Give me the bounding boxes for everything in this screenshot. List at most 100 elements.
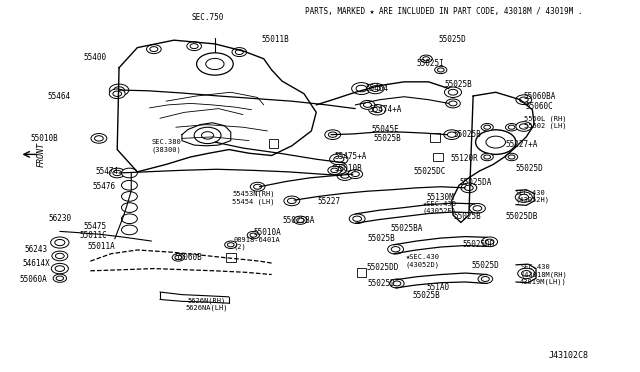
Text: 55011A: 55011A [87,242,115,251]
Text: 55045E: 55045E [371,125,399,134]
Circle shape [194,127,221,144]
Circle shape [122,192,138,201]
Text: 56230: 56230 [49,214,72,223]
Circle shape [476,130,516,154]
Text: 55060C: 55060C [525,102,553,110]
Circle shape [122,225,138,235]
Circle shape [388,244,404,254]
Circle shape [114,87,124,93]
Bar [269,139,278,148]
Circle shape [109,168,125,178]
Text: 55025D: 55025D [438,35,466,44]
Circle shape [367,83,384,94]
Text: 55453N(RH)
55454 (LH): 55453N(RH) 55454 (LH) [232,191,275,205]
Text: 55476: 55476 [93,182,116,191]
Circle shape [445,99,460,108]
Text: 55011C: 55011C [79,231,107,240]
Text: 55130M: 55130M [426,193,454,202]
Text: ★SEC.430
(43052E): ★SEC.430 (43052E) [422,201,456,214]
Circle shape [520,124,528,129]
Circle shape [522,270,531,276]
Circle shape [351,83,371,94]
Text: 55475+A: 55475+A [335,153,367,161]
Text: 55025B: 55025B [453,130,481,139]
Text: 55464: 55464 [365,84,388,93]
Text: 55025BA: 55025BA [283,216,316,225]
Text: 55120R: 55120R [451,154,478,163]
Text: 56243: 56243 [24,246,47,254]
Text: 55025DA: 55025DA [459,178,492,187]
Circle shape [349,214,365,224]
Circle shape [250,182,265,191]
Text: SEC.750: SEC.750 [191,13,224,22]
Circle shape [481,124,493,131]
Circle shape [435,66,447,74]
Text: 55227+A: 55227+A [506,140,538,149]
Circle shape [331,164,347,174]
Circle shape [109,84,129,96]
Circle shape [482,237,497,247]
Circle shape [508,125,515,129]
Text: 55025DD: 55025DD [463,240,495,249]
Bar [433,153,444,161]
Circle shape [122,168,138,178]
Circle shape [172,254,184,261]
Circle shape [351,171,359,177]
Text: 55011B: 55011B [261,35,289,44]
Circle shape [448,89,458,95]
Circle shape [508,155,515,159]
Circle shape [423,57,429,61]
Circle shape [122,180,138,190]
Circle shape [465,185,473,190]
Text: 55060BA: 55060BA [524,92,556,101]
Circle shape [51,263,68,274]
Text: 55464: 55464 [47,92,70,101]
Circle shape [55,240,65,246]
Text: 55025B: 55025B [412,291,440,300]
Text: SEC.380
(38300): SEC.380 (38300) [151,139,181,153]
Circle shape [247,231,259,239]
Circle shape [481,276,490,282]
Circle shape [520,97,528,102]
Circle shape [250,233,257,237]
Circle shape [328,132,337,137]
Circle shape [353,216,362,221]
Text: 55025BA: 55025BA [390,224,423,233]
Text: 54614X: 54614X [22,259,50,268]
Text: 55025D: 55025D [367,279,396,288]
Circle shape [122,214,138,224]
Circle shape [449,101,457,106]
Circle shape [484,125,490,129]
Text: 55025I: 55025I [417,60,444,68]
Text: 55025DC: 55025DC [414,167,446,176]
Circle shape [53,274,67,282]
Text: 55025B: 55025B [444,80,472,89]
Bar [430,133,440,142]
Text: 5626N(RH)
5626NA(LH): 5626N(RH) 5626NA(LH) [185,297,228,311]
Circle shape [287,198,296,203]
Text: 55025DB: 55025DB [506,212,538,221]
Text: 55060B: 55060B [174,253,202,262]
Text: J43102C8: J43102C8 [548,351,588,360]
Circle shape [335,167,343,172]
Circle shape [447,132,456,137]
Circle shape [348,170,363,179]
Circle shape [461,183,477,193]
Text: 55010B: 55010B [335,164,362,173]
Circle shape [113,170,122,176]
Text: 55025B: 55025B [367,234,396,243]
Text: 55060A: 55060A [20,275,47,284]
Circle shape [334,156,344,162]
Circle shape [372,107,382,113]
Text: ★SEC.430
(43052D): ★SEC.430 (43052D) [406,254,440,268]
Circle shape [109,89,125,99]
Circle shape [390,279,404,288]
Circle shape [518,268,535,279]
Circle shape [444,87,461,97]
Text: 5550L (RH)
55502 (LH): 5550L (RH) 55502 (LH) [524,115,566,129]
Circle shape [253,184,262,189]
Circle shape [187,42,202,51]
Bar [356,268,366,277]
Bar [226,253,236,262]
Text: 551A0: 551A0 [426,283,449,292]
